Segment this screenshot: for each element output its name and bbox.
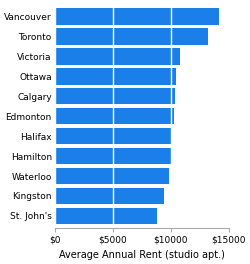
Bar xyxy=(54,128,170,144)
Bar xyxy=(54,188,164,204)
Bar xyxy=(54,148,170,164)
Bar xyxy=(54,48,180,65)
Bar xyxy=(54,208,157,224)
Bar xyxy=(54,168,170,184)
Bar xyxy=(54,8,219,25)
Bar xyxy=(54,68,176,84)
Bar xyxy=(54,29,208,45)
Bar xyxy=(54,88,175,105)
Bar xyxy=(54,108,174,124)
X-axis label: Average Annual Rent (studio apt.): Average Annual Rent (studio apt.) xyxy=(59,250,224,260)
